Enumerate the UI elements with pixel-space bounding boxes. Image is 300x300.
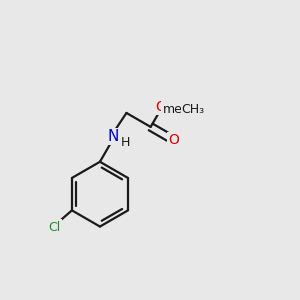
- Text: O: O: [168, 133, 179, 147]
- Text: CH₃: CH₃: [182, 103, 205, 116]
- Text: N: N: [107, 129, 119, 144]
- Text: O: O: [155, 100, 167, 114]
- Text: H: H: [121, 136, 130, 149]
- Text: methyl: methyl: [163, 103, 206, 116]
- Text: Cl: Cl: [48, 220, 60, 234]
